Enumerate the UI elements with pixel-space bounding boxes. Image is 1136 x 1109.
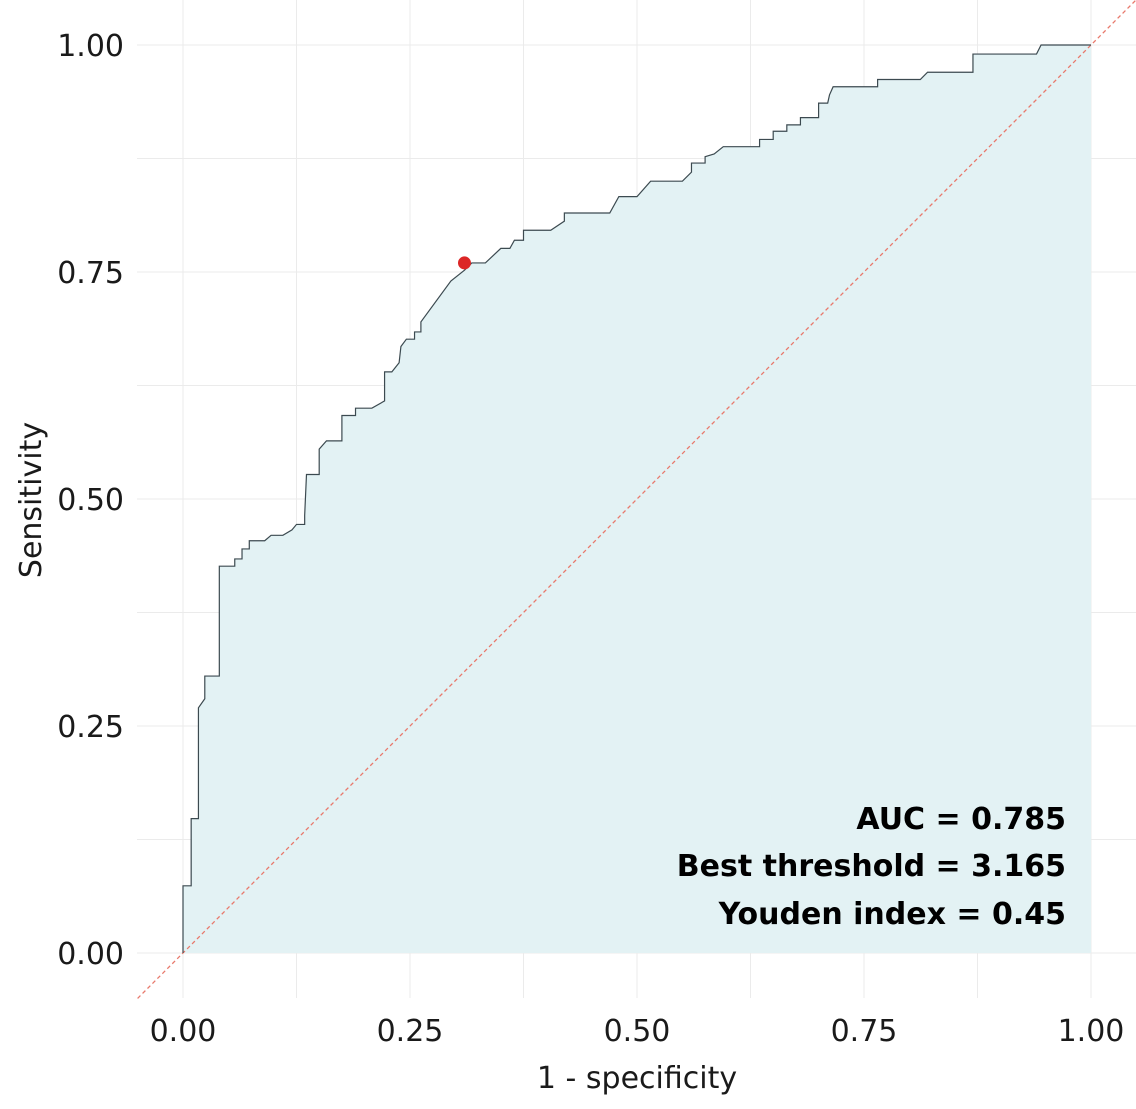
best-point-group xyxy=(457,256,471,270)
y-tick-label: 0.50 xyxy=(57,483,124,518)
y-tick-label: 0.00 xyxy=(57,937,124,972)
x-axis-ticks: 0.00 0.25 0.50 0.75 1.00 xyxy=(150,1014,1125,1049)
x-tick-label: 0.75 xyxy=(831,1014,898,1049)
roc-curve xyxy=(182,44,1091,953)
reference-line xyxy=(137,0,1136,999)
roc-curve-group xyxy=(182,44,1091,953)
x-tick-label: 1.00 xyxy=(1058,1014,1125,1049)
auc-annotation: AUC = 0.785 xyxy=(856,802,1066,837)
y-axis-title: Sensitivity xyxy=(14,422,49,578)
best-threshold-annotation: Best threshold = 3.165 xyxy=(677,849,1066,884)
reference-diagonal xyxy=(137,0,1136,999)
x-tick-label: 0.50 xyxy=(604,1014,671,1049)
y-tick-label: 0.25 xyxy=(57,710,124,745)
y-tick-label: 1.00 xyxy=(57,29,124,64)
x-axis-title: 1 - specificity xyxy=(537,1061,737,1096)
y-tick-label: 0.75 xyxy=(57,256,124,291)
x-tick-label: 0.00 xyxy=(150,1014,217,1049)
youden-index-annotation: Youden index = 0.45 xyxy=(718,897,1066,932)
y-axis-ticks: 0.00 0.25 0.50 0.75 1.00 xyxy=(57,29,124,972)
x-tick-label: 0.25 xyxy=(377,1014,444,1049)
best-threshold-point xyxy=(457,256,471,270)
